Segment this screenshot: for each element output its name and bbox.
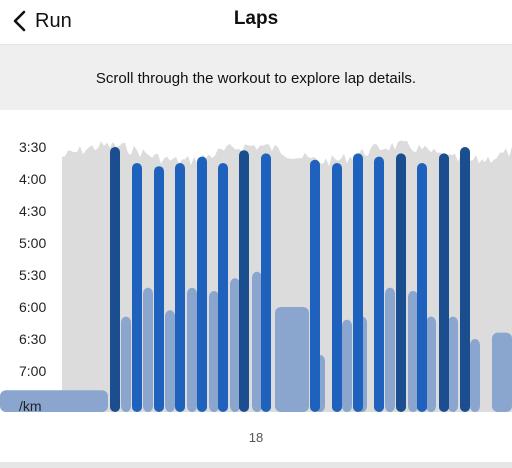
rest-segment-bar: [275, 307, 309, 412]
lap-bar: [417, 163, 427, 412]
rest-segment-bar: [0, 390, 108, 412]
y-tick-label: 6:00: [19, 299, 47, 315]
y-unit-label: /km: [19, 398, 42, 414]
rest-segment-bar: [470, 339, 480, 412]
lap-bar: [374, 156, 384, 412]
rest-segment-bar: [143, 287, 153, 412]
nav-header: Run Laps: [0, 0, 512, 44]
x-axis-label: 18: [248, 430, 264, 445]
rest-segment-bar: [385, 287, 395, 412]
rest-segment-bar: [408, 291, 418, 412]
bottom-divider: [0, 462, 512, 468]
lap-bar: [310, 159, 320, 412]
lap-bar: [460, 147, 470, 412]
lap-bar: [261, 153, 271, 412]
chevron-left-icon: [12, 10, 26, 32]
y-tick-label: 4:30: [19, 203, 47, 219]
rest-segment-bar: [448, 316, 458, 412]
rest-segment-bar: [342, 319, 352, 412]
lap-bar: [396, 153, 406, 412]
y-tick-label: 3:30: [19, 139, 47, 155]
page-title: Laps: [233, 8, 279, 29]
rest-segment-bar: [187, 287, 197, 412]
rest-segment-bar: [230, 278, 240, 412]
lap-bar: [439, 153, 449, 412]
lap-bar: [154, 166, 164, 412]
y-tick-label: 7:00: [19, 363, 47, 379]
y-tick-label: 5:00: [19, 235, 47, 251]
lap-pace-chart-canvas[interactable]: [0, 110, 512, 468]
info-banner: Scroll through the workout to explore la…: [0, 44, 512, 111]
rest-segment-bar: [492, 332, 512, 412]
y-tick-label: 6:30: [19, 331, 47, 347]
back-button[interactable]: Run: [12, 6, 72, 36]
info-banner-text: Scroll through the workout to explore la…: [95, 69, 417, 87]
lap-bar: [132, 163, 142, 412]
y-tick-label: 4:00: [19, 171, 47, 187]
rest-segment-bar: [252, 271, 262, 412]
lap-bar: [332, 163, 342, 412]
back-button-label: Run: [35, 9, 72, 32]
rest-segment-bar: [121, 316, 131, 412]
lap-bar: [353, 153, 363, 412]
rest-segment-bar: [165, 310, 175, 412]
lap-bar: [218, 163, 228, 412]
rest-segment-bar: [426, 316, 436, 412]
y-tick-label: 5:30: [19, 267, 47, 283]
lap-bar: [110, 147, 120, 412]
rest-segment-bar: [209, 291, 219, 412]
lap-bar: [197, 156, 207, 412]
lap-pace-chart[interactable]: 3:30 4:00 4:30 5:00 5:30 6:00 6:30 7:00 …: [0, 110, 512, 468]
lap-bar: [175, 163, 185, 412]
lap-bar: [239, 150, 249, 412]
